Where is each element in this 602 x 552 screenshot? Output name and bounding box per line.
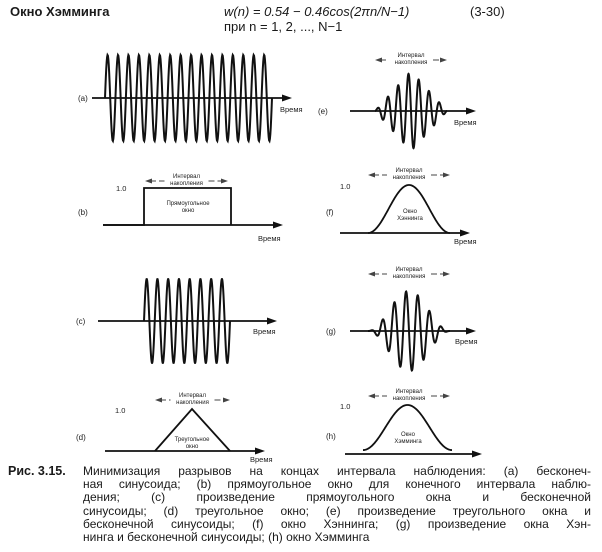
axis-arrow-icon [267,317,277,325]
unity-label: 1.0 [340,402,350,411]
panel-label-c: (c) [76,317,86,326]
arrow-left-icon [368,271,375,277]
interval-label: Интервал [179,393,206,399]
arrow-right-icon [443,393,450,399]
unity-label: 1.0 [115,406,125,415]
panel-label-e: (e) [318,107,328,116]
interval-label: Интервал [396,168,423,174]
caption-line: ная синусоида; (b) прямоугольное окно дл… [83,477,591,492]
axis-arrow-icon [460,229,470,237]
interval-label: накопления [393,396,426,402]
window-name: окно [186,444,199,450]
axis-arrow-icon [466,107,476,115]
hamming-formula: w(n) = 0.54 − 0.46cos(2πn/N−1) при n = 1… [224,4,409,34]
panel-label-a: (a) [78,94,88,103]
axis-arrow-icon [282,94,292,102]
axis-label-time: Время [454,237,477,246]
arrow-left-icon [375,57,382,63]
arrow-right-icon [440,57,447,63]
panel-label-f: (f) [326,208,334,217]
interval-label: накопления [395,60,428,66]
window-name: Треугольное [175,437,210,443]
caption-line: дения; (c) произведение прямоугольного о… [83,490,591,505]
interval-label: Интервал [173,174,200,180]
caption-text: Минимизация разрывов на концах интервала… [83,464,591,545]
hanning-window [367,184,451,234]
axis-label-time: Время [455,337,478,346]
triangular-window [154,407,231,452]
arrow-right-icon [443,271,450,277]
panel-label-b: (b) [78,208,88,217]
interval-label: накопления [393,175,426,181]
window-name: окно [182,208,195,214]
arrow-right-icon [443,172,450,178]
unity-label: 1.0 [340,182,350,191]
arrow-left-icon [368,172,375,178]
axis-label-time: Время [258,234,281,243]
window-name: Окно [401,432,416,438]
interval-label: накопления [170,181,203,187]
window-name: Окно [403,209,418,215]
interval-label: Интервал [396,389,423,395]
caption-line: бесконечной синусоиды; (f) окно Хэннинга… [83,516,591,531]
interval-label: накопления [393,274,426,280]
interval-label: накопления [176,400,209,406]
arrow-left-icon [145,178,152,184]
axis-arrow-icon [472,450,482,458]
axis-arrow-icon [273,221,283,229]
caption-line: синусоиды; (d) треугольное окно; (e) про… [83,503,591,518]
axis-label-time: Время [253,327,276,336]
arrow-left-icon [155,397,162,403]
window-name: Хэннинга [397,216,423,222]
interval-label: Интервал [398,53,425,59]
axis-label-time: Время [250,455,273,464]
formula-line-2: при n = 1, 2, ..., N−1 [224,19,343,34]
unity-label: 1.0 [116,184,126,193]
axis-arrow-icon [255,447,265,455]
panel-label-h: (h) [326,432,336,441]
panel-label-d: (d) [76,433,86,442]
windowing-figure: (a)ВремяИнтервалнакопления1.0(b)Прямоуго… [76,52,482,464]
hamming-window [362,404,453,451]
equation-number: (3-30) [470,4,505,19]
caption-label: Рис. 3.15. [8,464,66,478]
axis-label-time: Время [454,118,477,127]
rectangular-window [103,187,232,226]
arrow-right-icon [221,178,228,184]
panel-label-g: (g) [326,327,336,336]
formula-line-1: w(n) = 0.54 − 0.46cos(2πn/N−1) [224,4,410,19]
axis-label-time: Время [280,105,303,114]
interval-label: Интервал [396,267,423,273]
arrow-left-icon [368,393,375,399]
caption-line: Минимизация разрывов на концах интервала… [83,464,591,478]
caption-line: нинга и бесконечной синусоиды; (h) окно … [83,530,370,545]
window-name: Хэмминга [394,439,422,445]
arrow-right-icon [223,397,230,403]
section-title: Окно Хэмминга [10,4,110,19]
axis-arrow-icon [466,327,476,335]
window-name: Прямоугольное [166,201,210,207]
